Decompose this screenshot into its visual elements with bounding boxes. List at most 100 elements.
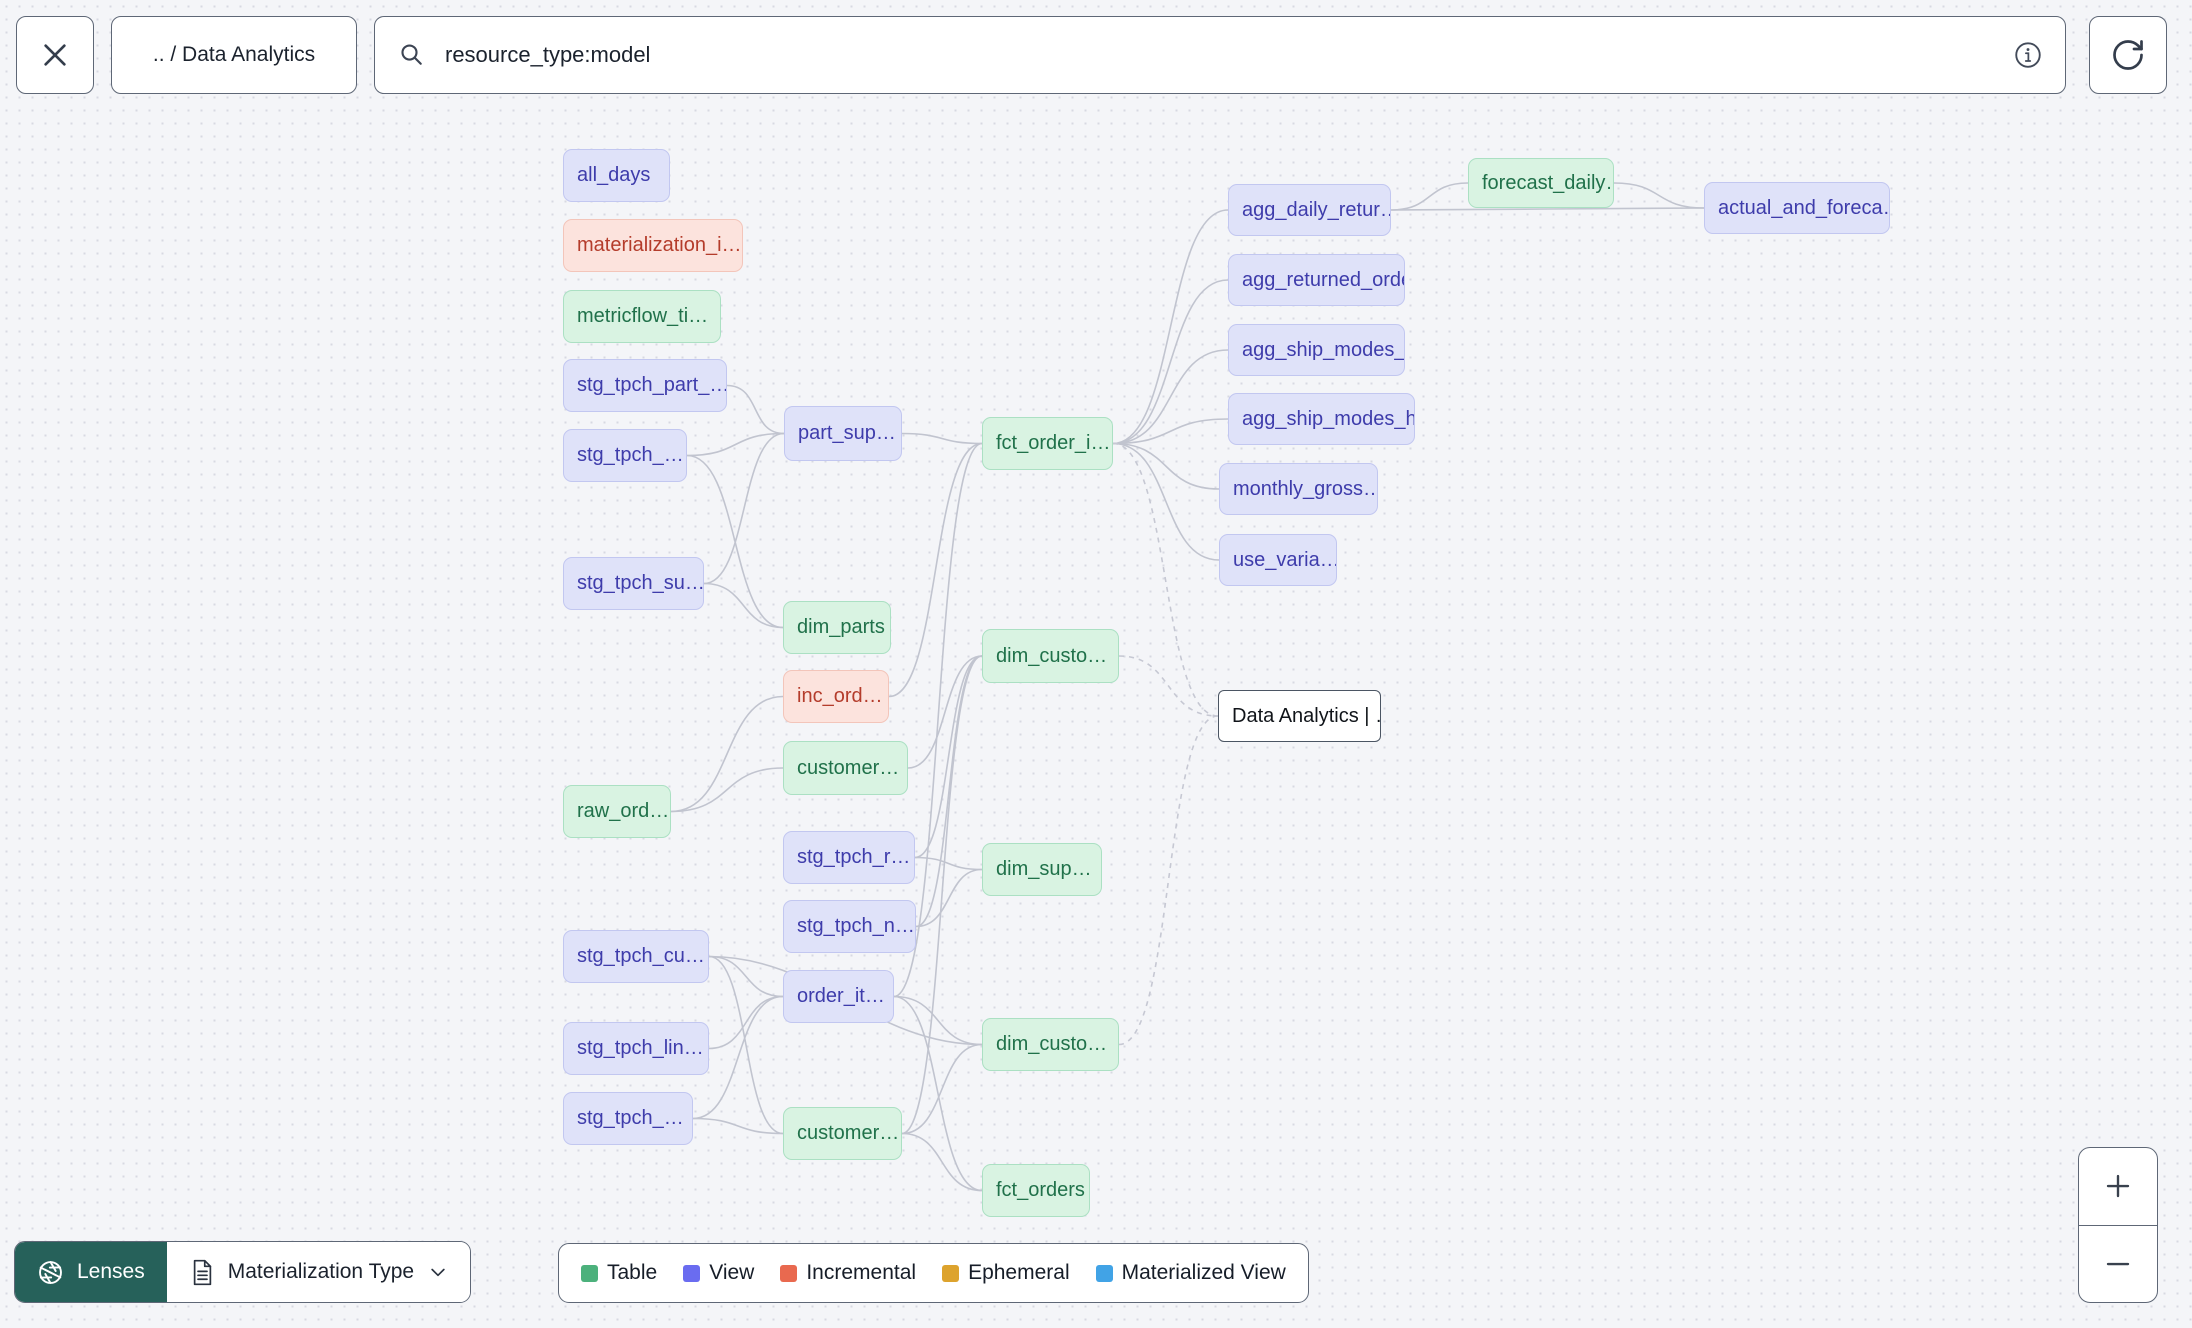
edge-agg_daily-actual_and: [1390, 207, 1705, 211]
edge-stg_tpch_2-customer2: [692, 1117, 784, 1135]
edge-agg_daily-forecast_daily: [1390, 182, 1469, 211]
graph-node-agg_ship_d[interactable]: agg_ship_modes_d…: [1228, 324, 1405, 376]
graph-node-agg_daily[interactable]: agg_daily_retur…: [1228, 184, 1391, 236]
legend-swatch: [942, 1264, 960, 1282]
zoom-out-button[interactable]: [2079, 1224, 2157, 1303]
graph-node-stg_tpch_n[interactable]: stg_tpch_n…: [783, 900, 916, 953]
edge-fct_order_i-agg_returned: [1112, 279, 1229, 445]
legend-label: Incremental: [806, 1261, 917, 1284]
refresh-icon: [2110, 37, 2146, 73]
legend-item-ephemeral: Ephemeral: [942, 1261, 1070, 1285]
edge-stg_tpch_r-dim_sup: [914, 856, 983, 871]
graph-node-inc_ord[interactable]: inc_ord…: [783, 670, 889, 723]
edge-customer1-dim_custo1: [907, 655, 983, 769]
edge-forecast_daily-actual_and: [1613, 182, 1705, 209]
graph-node-agg_ship_ha[interactable]: agg_ship_modes_ha…: [1228, 393, 1415, 445]
materialization-type-label: Materialization Type: [227, 1260, 415, 1283]
legend-item-materialized-view: Materialized View: [1095, 1261, 1286, 1285]
graph-node-metricflow_ti[interactable]: metricflow_ti…: [563, 290, 721, 343]
edge-order_it-fct_orders: [893, 995, 983, 1192]
edge-stg_tpch_r-dim_custo1: [914, 655, 983, 859]
graph-node-use_varia[interactable]: use_varia…: [1219, 534, 1337, 586]
legend-swatch: [581, 1264, 598, 1282]
graph-node-stg_tpch_cu[interactable]: stg_tpch_cu…: [563, 930, 709, 983]
edge-order_it-dim_custo2: [893, 995, 983, 1046]
edge-stg_tpch_2-order_it: [692, 995, 784, 1120]
edge-inc_ord-fct_order_i: [888, 442, 983, 698]
graph-node-agg_returned[interactable]: agg_returned_orde…: [1228, 254, 1405, 306]
edge-fct_order_i-monthly_gross: [1112, 442, 1220, 490]
edge-fct_order_i-agg_ship_ha: [1112, 418, 1229, 445]
lenses-button[interactable]: Lenses: [15, 1242, 167, 1302]
edge-stg_tpch_su-dim_parts: [703, 582, 784, 629]
legend-swatch: [683, 1264, 701, 1282]
legend-label: Table: [607, 1261, 658, 1284]
minus-icon: [2103, 1249, 2133, 1279]
graph-node-all_days[interactable]: all_days: [563, 149, 670, 202]
graph-node-stg_tpch_su[interactable]: stg_tpch_su…: [563, 557, 704, 610]
document-icon: [191, 1259, 214, 1286]
edge-stg_tpch_su-part_sup: [703, 432, 785, 585]
graph-node-fct_order_i[interactable]: fct_order_i…: [982, 417, 1113, 470]
legend-item-incremental: Incremental: [780, 1261, 916, 1285]
edge-stg_tpch_cu-customer2: [708, 955, 784, 1135]
lenses-label: Lenses: [77, 1260, 145, 1283]
graph-node-customer2[interactable]: customer…: [783, 1107, 902, 1160]
edge-fct_order_i-agg_daily: [1112, 209, 1229, 445]
close-icon: [39, 39, 71, 71]
edge-dim_custo1-exposure: [1118, 655, 1219, 717]
zoom-controls: [2078, 1147, 2158, 1303]
edge-dim_custo2-exposure: [1118, 715, 1219, 1046]
search-icon: [397, 40, 427, 70]
edge-customer2-fct_orders: [901, 1132, 983, 1192]
close-button[interactable]: [16, 16, 94, 94]
graph-node-dim_sup[interactable]: dim_sup…: [982, 843, 1102, 896]
materialization-legend: Table View Incremental Ephemeral Materialize…: [558, 1243, 1309, 1303]
refresh-button[interactable]: [2089, 16, 2167, 94]
materialization-type-selector[interactable]: Materialization Type: [166, 1242, 471, 1302]
legend-label: View: [709, 1261, 755, 1284]
legend-item-table: Table: [581, 1261, 657, 1285]
edge-customer2-dim_custo2: [901, 1043, 983, 1135]
legend-swatch: [780, 1264, 798, 1282]
graph-node-dim_custo2[interactable]: dim_custo…: [982, 1018, 1119, 1071]
chevron-down-icon: [428, 1262, 448, 1282]
search-bar[interactable]: [374, 16, 2066, 94]
edge-stg_tpch_part-part_sup: [726, 384, 785, 435]
legend-label: Ephemeral: [968, 1261, 1070, 1284]
graph-node-stg_tpch_2[interactable]: stg_tpch_…: [563, 1092, 693, 1145]
graph-node-exposure[interactable]: Data Analytics | …: [1218, 690, 1381, 742]
plus-icon: [2103, 1171, 2133, 1201]
graph-node-forecast_daily[interactable]: forecast_daily…: [1468, 158, 1614, 208]
search-input[interactable]: [443, 41, 1997, 69]
edge-raw_ord-inc_ord: [670, 695, 784, 813]
edge-stg_tpch_1-part_sup: [686, 432, 785, 457]
graph-node-dim_custo1[interactable]: dim_custo…: [982, 629, 1119, 683]
graph-node-customer1[interactable]: customer…: [783, 741, 908, 795]
graph-node-monthly_gross[interactable]: monthly_gross…: [1219, 463, 1378, 515]
graph-node-materialization_i[interactable]: materialization_i…: [563, 219, 743, 272]
edge-fct_order_i-use_varia: [1112, 442, 1220, 561]
graph-node-raw_ord[interactable]: raw_ord…: [563, 785, 671, 838]
graph-node-actual_and[interactable]: actual_and_foreca…: [1704, 182, 1890, 234]
edge-part_sup-fct_order_i: [901, 432, 983, 445]
graph-node-order_it[interactable]: order_it…: [783, 970, 894, 1023]
zoom-in-button[interactable]: [2079, 1148, 2157, 1225]
graph-node-fct_orders[interactable]: fct_orders: [982, 1164, 1090, 1217]
graph-node-stg_tpch_part[interactable]: stg_tpch_part_…: [563, 359, 727, 412]
graph-node-stg_tpch_r[interactable]: stg_tpch_r…: [783, 831, 915, 884]
graph-node-dim_parts[interactable]: dim_parts: [783, 601, 891, 654]
breadcrumb[interactable]: .. / Data Analytics: [111, 16, 357, 94]
breadcrumb-label: .. / Data Analytics: [152, 43, 316, 66]
edge-customer2-dim_custo1: [901, 655, 983, 1135]
info-icon[interactable]: [2013, 40, 2043, 70]
graph-node-stg_tpch_1[interactable]: stg_tpch_…: [563, 429, 687, 482]
legend-item-view: View: [683, 1261, 754, 1285]
graph-node-stg_tpch_lin[interactable]: stg_tpch_lin…: [563, 1022, 709, 1075]
graph-node-part_sup[interactable]: part_sup…: [784, 406, 902, 461]
legend-swatch: [1095, 1264, 1113, 1282]
edge-order_it-fct_order_i: [893, 442, 983, 998]
aperture-icon: [37, 1259, 64, 1286]
edge-stg_tpch_n-dim_sup: [915, 868, 983, 928]
